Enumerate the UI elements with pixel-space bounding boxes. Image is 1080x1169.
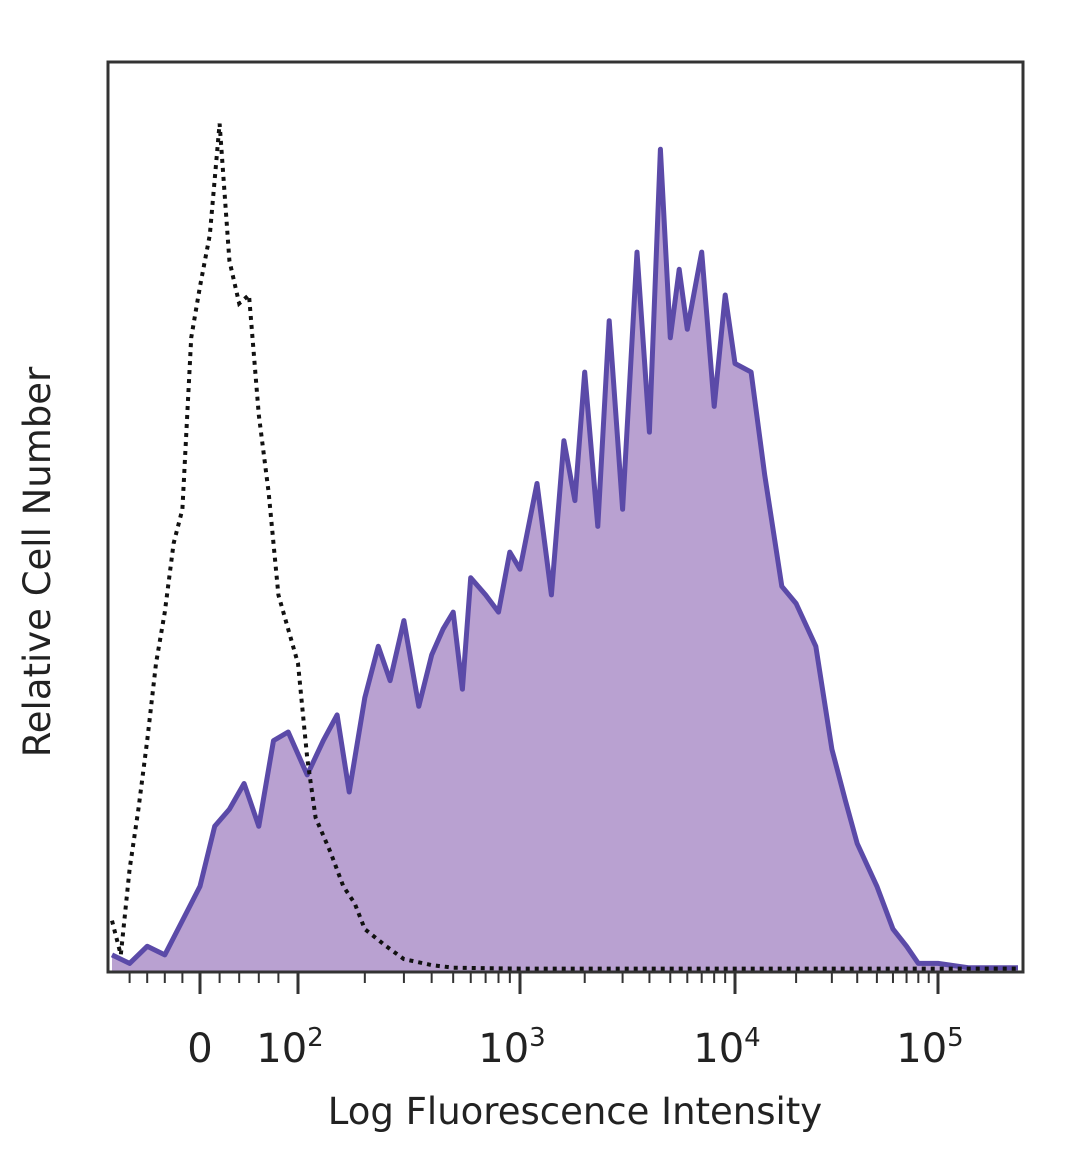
- plot-frame: [106, 60, 1025, 974]
- x-axis-title: Log Fluorescence Intensity: [328, 1090, 822, 1133]
- series-layer: [110, 123, 1018, 973]
- control-histogram-line: [110, 123, 1018, 971]
- x-tick-label: 0: [187, 1026, 212, 1072]
- y-axis-title: Relative Cell Number: [16, 366, 59, 757]
- x-axis-ticks: 0 102 103 104 105: [128, 972, 964, 1072]
- x-tick-label: 104: [693, 1023, 760, 1072]
- x-tick-label: 105: [896, 1023, 963, 1072]
- stained-histogram-line: [110, 146, 1018, 971]
- stained-histogram-fill: [112, 149, 1018, 973]
- x-tick-label: 102: [256, 1023, 323, 1072]
- x-tick-label: 103: [478, 1023, 545, 1072]
